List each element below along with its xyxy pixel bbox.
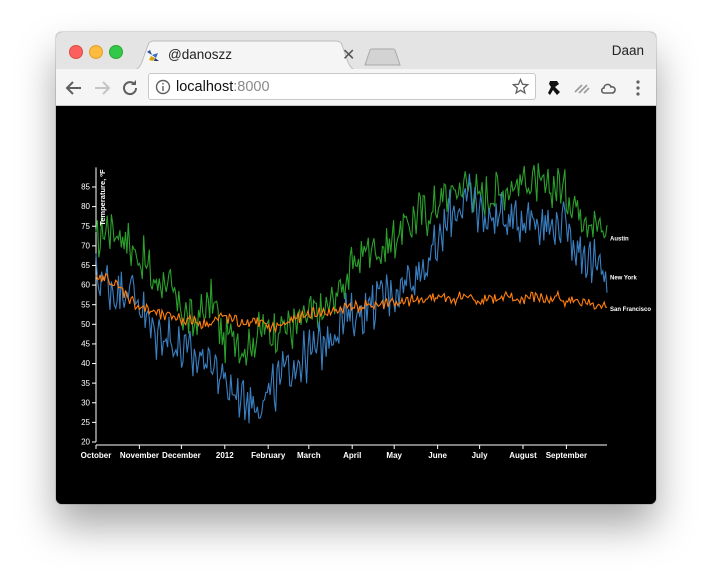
x-tick-label: July	[472, 451, 489, 460]
url-host: localhost	[176, 79, 234, 95]
series-label: Austin	[610, 237, 629, 243]
series-labels: Austin New York San Francisco	[610, 237, 651, 314]
minimize-window-button[interactable]	[89, 45, 103, 59]
info-icon[interactable]	[155, 79, 171, 95]
y-tick-label: 20	[81, 438, 90, 447]
x-tick-label: November	[120, 451, 159, 460]
close-window-button[interactable]	[69, 45, 83, 59]
wind-extension-icon[interactable]	[572, 78, 592, 98]
profile-name[interactable]: Daan	[611, 43, 644, 58]
y-tick-label: 60	[81, 281, 90, 290]
y-tick-label: 55	[81, 300, 90, 309]
y-tick-label: 30	[81, 398, 90, 407]
series-lines	[95, 163, 608, 424]
y-tick-label: 50	[81, 320, 90, 329]
series-line-new-york	[95, 173, 608, 424]
close-tab-icon[interactable]: ✕	[342, 47, 356, 64]
x-tick-label: June	[428, 451, 447, 460]
y-tick-label: 75	[81, 222, 90, 231]
zoom-window-button[interactable]	[109, 45, 123, 59]
reload-icon[interactable]	[120, 78, 140, 98]
title-bar: @danoszz ✕ Daan	[56, 32, 656, 70]
x-tick-label: May	[386, 451, 402, 460]
x-tick-label: October	[81, 451, 112, 460]
y-tick-label: 80	[81, 202, 90, 211]
series-line-san-francisco	[95, 272, 608, 334]
y-axis-label: Temperature, ºF	[98, 169, 107, 226]
forward-arrow-icon[interactable]	[92, 78, 112, 98]
page-content: 20 25 30 35 40 45 50 55 60 65 70 75 80 85 October Nove…	[56, 106, 656, 504]
back-arrow-icon[interactable]	[64, 78, 84, 98]
y-tick-label: 25	[81, 418, 90, 427]
active-tab[interactable]: @danoszz ✕	[132, 40, 358, 70]
series-label: New York	[610, 276, 637, 282]
x-tick-label: March	[297, 451, 321, 460]
tab-title: @danoszz	[168, 47, 232, 62]
tab-shape	[132, 40, 358, 70]
address-bar[interactable]: localhost:8000	[148, 73, 536, 100]
y-axis: 20 25 30 35 40 45 50 55 60 65 70 75 80 85	[81, 167, 97, 447]
y-tick-label: 65	[81, 261, 90, 270]
x-tick-label: 2012	[216, 451, 234, 460]
kebab-menu-icon[interactable]	[628, 78, 648, 98]
url-text[interactable]: localhost:8000	[176, 79, 270, 95]
browser-toolbar: localhost:8000	[56, 69, 656, 106]
new-tab-button[interactable]	[364, 48, 402, 66]
series-line-austin	[95, 163, 608, 366]
y-tick-label: 85	[81, 183, 90, 192]
y-tick-label: 45	[81, 340, 90, 349]
y-tick-label: 35	[81, 379, 90, 388]
star-icon[interactable]	[512, 78, 529, 95]
series-label: San Francisco	[610, 307, 651, 313]
x-tick-label: August	[509, 451, 537, 460]
x-tick-label: December	[162, 451, 201, 460]
cloud-extension-icon[interactable]	[599, 78, 619, 98]
x-tick-label: April	[343, 451, 361, 460]
x-axis: October November December 2012 February March…	[81, 444, 607, 460]
y-tick-label: 70	[81, 241, 90, 250]
y-tick-label: 40	[81, 359, 90, 368]
browser-window: @danoszz ✕ Daan localhost:8000	[56, 32, 656, 504]
url-port: :8000	[233, 79, 270, 95]
bird-favicon-icon	[147, 50, 159, 61]
temperature-line-chart: 20 25 30 35 40 45 50 55 60 65 70 75 80 85 October Nove…	[81, 163, 651, 460]
x-tick-label: February	[251, 451, 286, 460]
ninja-extension-icon[interactable]	[545, 78, 565, 98]
x-tick-label: September	[546, 451, 587, 460]
